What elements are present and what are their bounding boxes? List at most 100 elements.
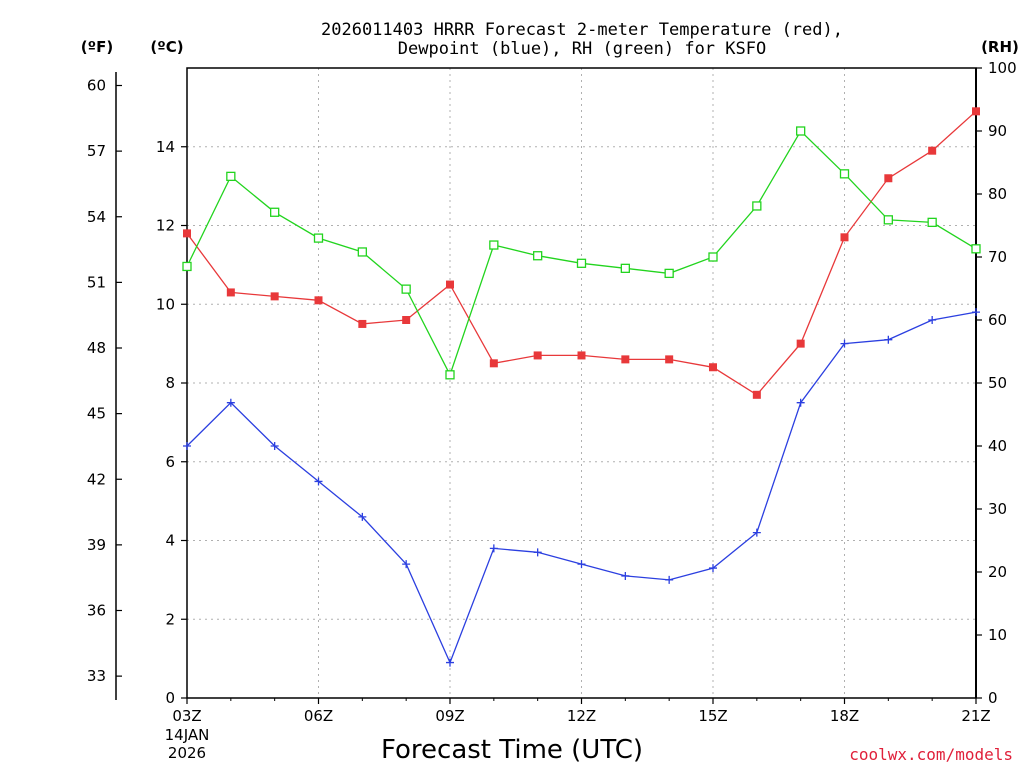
- celsius-tick-label: 4: [165, 532, 175, 550]
- fahrenheit-tick-label: 48: [87, 339, 106, 357]
- dewpoint-point: [577, 560, 586, 569]
- fahrenheit-tick-label: 33: [87, 667, 106, 685]
- celsius-tick-label: 0: [165, 689, 175, 707]
- temperature-point: [796, 339, 805, 348]
- rh-point: [883, 215, 893, 225]
- dewpoint-point: [796, 398, 805, 407]
- fahrenheit-tick-label: 51: [87, 273, 106, 291]
- dewpoint-point: [226, 398, 235, 407]
- dewpoint-point: [709, 564, 717, 573]
- temperature-point: [928, 146, 937, 155]
- fahrenheit-tick-label: 42: [87, 470, 106, 488]
- chart-title-line-2: Dewpoint (blue), RH (green) for KSFO: [398, 39, 766, 59]
- temperature-point: [183, 229, 191, 238]
- rh-point: [445, 370, 455, 380]
- series-layer: [182, 107, 981, 667]
- dewpoint-point: [840, 339, 849, 348]
- credit-text: coolwx.com/models: [849, 745, 1013, 764]
- rh-point: [226, 171, 236, 182]
- fahrenheit-unit-label: (ºF): [81, 38, 113, 56]
- temperature-point: [840, 233, 849, 242]
- x-tick-label: 18Z: [830, 707, 859, 725]
- x-axis-title: Forecast Time (UTC): [381, 735, 643, 765]
- fahrenheit-tick-label: 39: [87, 536, 106, 554]
- dewpoint-point: [884, 335, 893, 344]
- temperature-point: [314, 296, 323, 305]
- rh-tick-label: 10: [988, 626, 1007, 644]
- rh-tick-label: 0: [988, 689, 998, 707]
- series-line-dewpoint: [186, 311, 977, 665]
- rh-tick-label: 80: [988, 185, 1007, 203]
- dewpoint-point: [621, 571, 630, 580]
- x-tick-label: 12Z: [567, 707, 596, 725]
- fahrenheit-tick-label: 57: [87, 142, 106, 160]
- dewpoint-point: [928, 316, 937, 324]
- rh-tick-label: 90: [988, 122, 1007, 140]
- celsius-tick-label: 2: [165, 610, 175, 628]
- dewpoint-point: [314, 477, 323, 486]
- temperature-point: [752, 390, 761, 399]
- dewpoint-point: [270, 442, 279, 450]
- rh-point: [796, 126, 806, 136]
- celsius-tick-label: 12: [156, 217, 175, 235]
- rh-point: [357, 247, 367, 257]
- series-dewpoint: [183, 308, 980, 667]
- dewpoint-point: [358, 512, 367, 521]
- rh-tick-label: 20: [988, 563, 1007, 581]
- series-temperature: [183, 107, 980, 399]
- temperature-point: [226, 288, 235, 297]
- temperature-point: [884, 174, 893, 183]
- temperature-point: [402, 316, 411, 324]
- series-rh: [182, 126, 981, 380]
- fahrenheit-tick-label: 60: [87, 77, 106, 95]
- rh-point: [533, 251, 543, 261]
- rh-point: [576, 258, 587, 268]
- temperature-point: [577, 351, 586, 360]
- celsius-tick-label: 14: [156, 138, 175, 156]
- dewpoint-point: [446, 658, 454, 667]
- fahrenheit-tick-label: 36: [87, 602, 106, 620]
- rh-tick-label: 30: [988, 500, 1007, 518]
- rh-tick-label: 100: [988, 59, 1017, 77]
- dewpoint-point: [402, 560, 411, 569]
- x-tick-label: 06Z: [304, 707, 333, 725]
- dewpoint-point: [533, 548, 542, 557]
- celsius-tick-label: 6: [165, 453, 175, 471]
- dewpoint-point: [183, 442, 191, 450]
- temperature-point: [621, 355, 630, 364]
- temperature-point: [489, 359, 498, 368]
- fahrenheit-tick-label: 45: [87, 405, 106, 423]
- x-tick-label: 09Z: [435, 707, 464, 725]
- chart-title: 2026011403 HRRR Forecast 2-meter Tempera…: [321, 20, 843, 59]
- rh-tick-label: 60: [988, 311, 1007, 329]
- celsius-unit-label: (ºC): [150, 38, 183, 56]
- rh-tick-label: 70: [988, 248, 1007, 266]
- temperature-point: [972, 107, 980, 116]
- celsius-tick-label: 10: [156, 295, 175, 313]
- temperature-point: [665, 355, 674, 364]
- rh-point: [708, 252, 718, 262]
- fahrenheit-tick-label: 54: [87, 208, 106, 226]
- x-date-label: 14JAN: [165, 726, 210, 744]
- rh-point: [664, 268, 674, 279]
- dewpoint-point: [489, 544, 498, 553]
- rh-point: [752, 201, 762, 211]
- rh-point: [182, 261, 192, 272]
- rh-point: [971, 244, 981, 254]
- x-date-label: 2026: [168, 744, 206, 762]
- rh-unit-label: (RH): [981, 38, 1019, 56]
- temperature-point: [270, 292, 279, 301]
- temperature-point: [358, 319, 367, 328]
- rh-tick-label: 50: [988, 374, 1007, 392]
- rh-point: [489, 240, 499, 250]
- x-tick-label: 15Z: [698, 707, 727, 725]
- chart-title-line-1: 2026011403 HRRR Forecast 2-meter Tempera…: [321, 20, 843, 40]
- rh-point: [620, 263, 630, 273]
- dewpoint-point: [752, 528, 761, 537]
- celsius-tick-label: 8: [165, 374, 175, 392]
- temperature-point: [709, 363, 717, 372]
- rh-point: [313, 233, 324, 243]
- temperature-point: [446, 280, 454, 289]
- dewpoint-point: [972, 308, 980, 317]
